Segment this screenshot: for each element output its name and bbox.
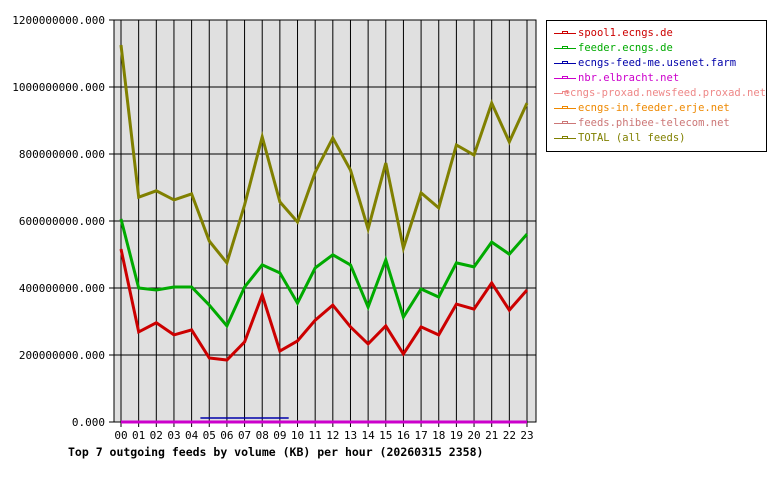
x-tick-label: 05 — [203, 429, 216, 442]
x-tick-label: 20 — [467, 429, 480, 442]
grid-lines — [114, 20, 536, 427]
legend-item: spool1.ecngs.de — [547, 25, 766, 40]
x-tick-label: 17 — [414, 429, 427, 442]
y-axis-ticks: 0.000 200000000.000 400000000.000 600000000… — [12, 14, 114, 429]
x-tick-label: 11 — [309, 429, 322, 442]
series-line-feeder-ecngs-de — [119, 218, 529, 329]
series-line-spool1-ecngs-de — [119, 248, 529, 362]
legend-swatch-icon — [554, 133, 576, 143]
x-tick-label: 04 — [185, 429, 199, 442]
legend-swatch-icon — [554, 28, 576, 38]
x-tick-label: 07 — [238, 429, 251, 442]
x-tick-label: 18 — [432, 429, 445, 442]
y-tick-label: 1200000000.000 — [12, 14, 105, 27]
legend-item: TOTAL (all feeds) — [547, 130, 766, 145]
x-tick-label: 09 — [273, 429, 286, 442]
y-tick-label: 800000000.000 — [19, 148, 105, 161]
x-tick-label: 00 — [114, 429, 127, 442]
x-tick-label: 21 — [485, 429, 498, 442]
legend-item: ecngs-proxad.newsfeed.proxad.net — [547, 85, 766, 100]
series-line-total-all-feeds- — [119, 44, 529, 267]
y-tick-label: 200000000.000 — [19, 349, 105, 362]
legend-swatch-icon — [554, 73, 576, 83]
legend-swatch-icon — [554, 88, 568, 98]
legend-item: ecngs-feed-me.usenet.farm — [547, 55, 766, 70]
x-tick-label: 01 — [132, 429, 145, 442]
legend-swatch-icon — [554, 58, 576, 68]
y-tick-label: 400000000.000 — [19, 282, 105, 295]
legend-label: ecngs-feed-me.usenet.farm — [578, 56, 737, 69]
x-tick-label: 12 — [326, 429, 339, 442]
x-tick-label: 14 — [362, 429, 376, 442]
x-tick-label: 13 — [344, 429, 357, 442]
legend-label: feeds.phibee-telecom.net — [578, 116, 730, 129]
x-tick-label: 23 — [520, 429, 533, 442]
x-tick-label: 15 — [379, 429, 392, 442]
x-tick-label: 03 — [167, 429, 180, 442]
legend-label: TOTAL (all feeds) — [578, 131, 686, 144]
legend-item: feeds.phibee-telecom.net — [547, 115, 766, 130]
legend-label: feeder.ecngs.de — [578, 41, 673, 54]
x-tick-label: 10 — [291, 429, 304, 442]
chart-title: Top 7 outgoing feeds by volume (KB) per … — [68, 445, 483, 459]
x-tick-label: 16 — [397, 429, 410, 442]
x-tick-label: 08 — [256, 429, 269, 442]
legend: spool1.ecngs.de feeder.ecngs.de ecngs-feed… — [546, 20, 767, 152]
legend-label: nbr.elbracht.net — [578, 71, 680, 84]
x-tick-label: 02 — [150, 429, 163, 442]
x-tick-label: 19 — [450, 429, 463, 442]
legend-swatch-icon — [554, 43, 576, 53]
legend-swatch-icon — [554, 103, 576, 113]
x-tick-label: 06 — [220, 429, 233, 442]
y-tick-label: 1000000000.000 — [12, 81, 105, 94]
x-axis-ticks: 00 01 02 03 04 05 06 07 08 09 10 11 12 13 14 15 16 17 18 19… — [114, 429, 533, 442]
series-lines — [119, 44, 529, 424]
x-tick-label: 22 — [503, 429, 516, 442]
legend-label: ecngs-proxad.newsfeed.proxad.net — [563, 86, 766, 99]
y-tick-label: 600000000.000 — [19, 215, 105, 228]
legend-item: nbr.elbracht.net — [547, 70, 766, 85]
legend-swatch-icon — [554, 118, 576, 128]
legend-label: spool1.ecngs.de — [578, 26, 673, 39]
y-tick-label: 0.000 — [72, 416, 105, 429]
legend-item: feeder.ecngs.de — [547, 40, 766, 55]
legend-item: ecngs-in.feeder.erje.net — [547, 100, 766, 115]
legend-label: ecngs-in.feeder.erje.net — [578, 101, 730, 114]
